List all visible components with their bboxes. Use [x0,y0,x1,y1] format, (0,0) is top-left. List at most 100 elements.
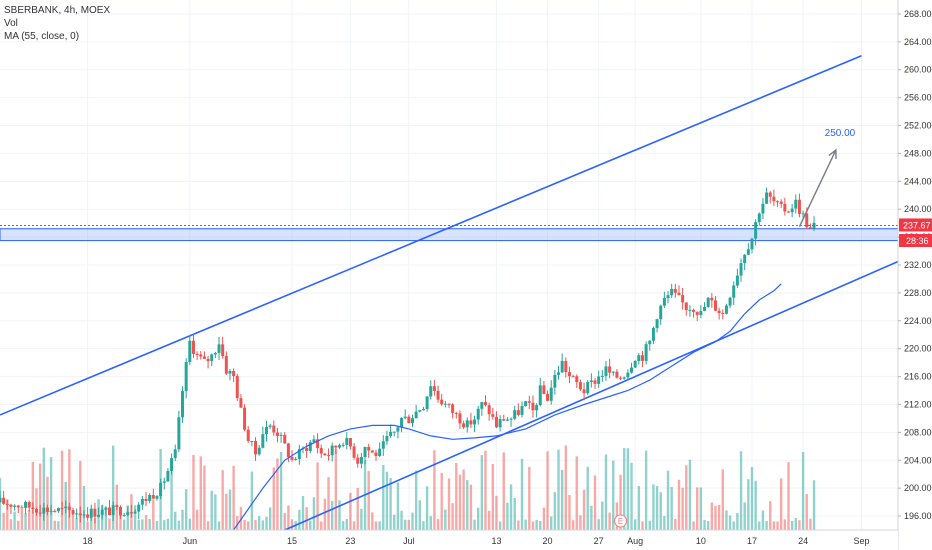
candle-body [243,407,247,430]
volume-bar [356,488,359,530]
volume-bar [440,472,443,530]
volume-bar [502,452,505,530]
volume-bar [367,470,370,530]
candle-body [724,305,728,314]
volume-bar [86,521,89,530]
volume-bar [564,445,568,530]
volume-bar [411,512,414,530]
volume-bar [805,493,808,530]
candle-body [619,377,623,379]
time-tick-label: 13 [491,536,501,546]
candle-body [582,389,586,394]
candle-body [257,447,261,455]
candle-body [644,344,648,361]
candle-body [615,371,619,378]
candle-body [389,431,393,437]
candle-body [586,381,590,394]
price-tick-label: 216.00 [904,372,932,382]
candle-body [199,354,203,357]
candle-body [626,372,630,378]
volume-bar [349,492,352,530]
volume-bar [798,520,801,530]
volume-bar [517,520,520,530]
candle-body [498,419,502,428]
price-tick-label: 232.00 [904,260,932,270]
candle-body [312,439,316,443]
volume-bar [444,509,447,530]
candle-body [359,457,363,464]
volume-bar [666,470,670,530]
candle-body [484,402,488,406]
candle-body [232,370,236,377]
volume-bar [776,521,779,530]
candle-body [396,427,400,432]
candle-body [75,513,79,515]
candle-body [465,420,469,428]
candle-body [381,441,385,449]
candle-body [637,355,641,362]
candle-body [808,227,812,229]
candle-body [451,404,455,413]
volume-bar [582,489,586,530]
candle-body [250,440,254,442]
volume-bar [608,512,611,530]
price-tick-label: 212.00 [904,399,932,409]
volume-bar [42,447,46,530]
time-axis [0,530,898,550]
volume-bar [174,511,177,530]
candle-body [308,442,312,451]
volume-bar [276,458,279,530]
candle-body [462,423,466,428]
candle-body [589,380,593,382]
volume-bar [688,459,692,530]
candle-body [666,295,670,299]
legend-symbol: SBERBANK, 4h, MOEX [4,5,111,16]
volume-bar [232,465,235,530]
candle-body [630,367,634,373]
volume-bar [626,448,630,530]
candle-body [494,416,498,428]
volume-bar [524,519,527,530]
volume-bar [0,478,2,530]
volume-bar [498,521,502,530]
volume-bar [761,510,765,530]
candle-body [86,514,90,518]
candle-body [790,208,794,213]
volume-bar [290,519,294,530]
candle-body [166,470,170,482]
candle-body [655,319,659,328]
volume-bar [385,471,389,530]
candle-body [35,508,39,513]
candle-body [622,377,626,379]
volume-bar [352,521,356,530]
candle-body [706,297,710,308]
volume-bar [568,494,571,530]
candle-body [611,371,615,373]
candle-body [385,436,389,442]
ma-line [233,283,782,531]
volume-bar [152,499,155,530]
candle-body [546,393,550,401]
volume-bar [9,519,13,530]
time-tick-label: 27 [594,536,604,546]
candle-body [272,425,276,433]
volume-bar [199,456,202,530]
candle-body [363,446,367,458]
candle-body [374,452,378,457]
time-tick-label: 18 [83,536,93,546]
candle-body [188,340,192,363]
candle-body [600,375,604,377]
candle-body [447,403,451,405]
volume-bar [758,521,761,530]
volume-bar [794,518,797,530]
price-tick-label: 200.00 [904,483,932,493]
volume-bar [809,518,812,530]
volume-bar [659,492,662,530]
candle-body [403,416,407,418]
volume-bar [644,450,648,530]
volume-bar [458,474,462,530]
volume-bar [119,508,122,530]
candle-body [283,434,287,444]
